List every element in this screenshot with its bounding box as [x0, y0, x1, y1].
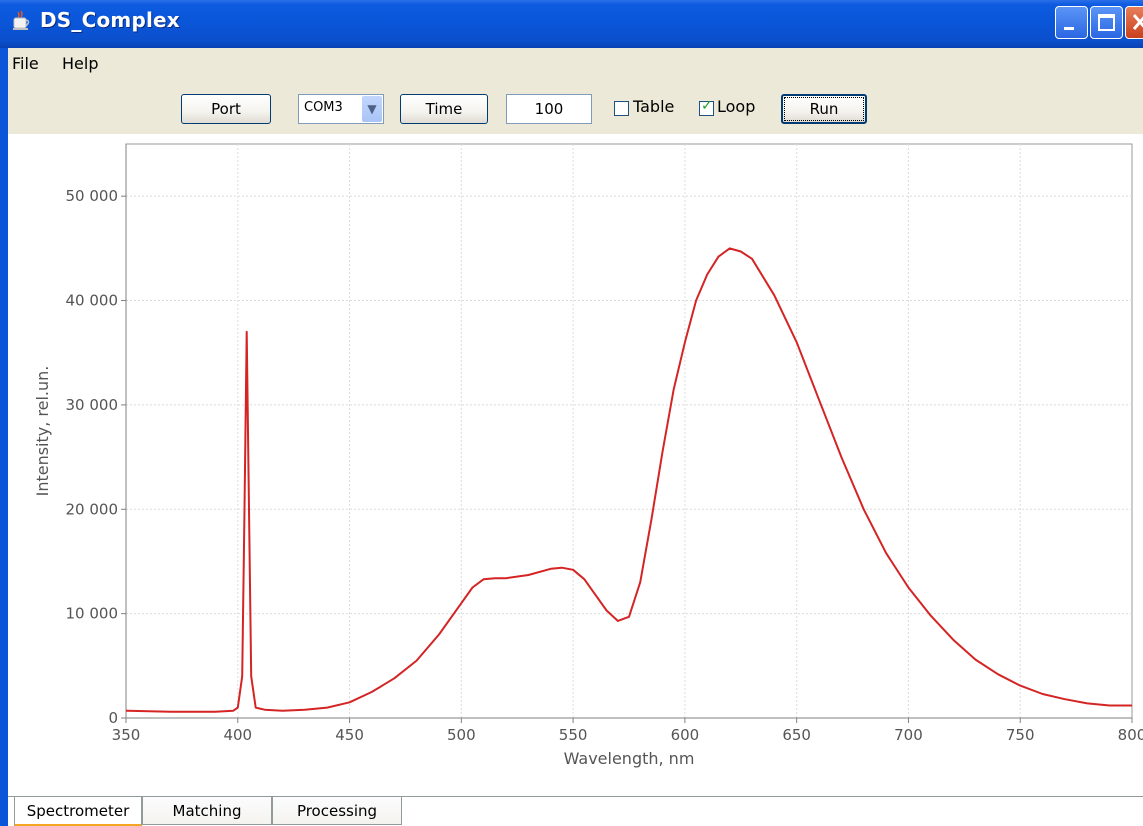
x-tick-label: 550: [559, 726, 588, 744]
menu-help[interactable]: Help: [62, 54, 99, 73]
x-tick-label: 750: [1006, 726, 1035, 744]
time-button[interactable]: Time: [400, 94, 488, 124]
java-cup-icon: [13, 10, 30, 30]
plot-area: [125, 143, 1133, 719]
window-border: [0, 82, 8, 826]
loop-checkbox[interactable]: ✓: [699, 98, 714, 116]
y-tick-label: 20 000: [66, 500, 119, 518]
spectrum-chart: 350 400 450 500 550 600 650 700 750 800 0 10 000 20 …: [33, 143, 1143, 768]
window-title: DS_Complex: [40, 8, 180, 32]
tab-bar: Spectrometer Matching Processing: [8, 796, 1143, 826]
menu-bar: File Help: [0, 48, 1143, 82]
tab-matching[interactable]: Matching: [142, 797, 272, 825]
y-axis-label: Intensity, rel.un.: [33, 366, 52, 497]
run-button[interactable]: Run: [781, 94, 867, 124]
y-tick-label: 10 000: [66, 605, 119, 623]
port-button[interactable]: Port: [181, 94, 271, 124]
minimize-icon: [1064, 27, 1074, 30]
x-tick-label: 350: [112, 726, 141, 744]
close-icon: [1132, 14, 1143, 30]
spectrum-line: [125, 247, 1132, 713]
menu-file[interactable]: File: [12, 54, 39, 73]
table-checkbox-label: Table: [633, 97, 675, 116]
x-axis-label: Wavelength, nm: [564, 749, 695, 768]
minimize-button[interactable]: [1055, 6, 1088, 39]
maximize-icon: [1098, 14, 1115, 31]
tab-spectrometer[interactable]: Spectrometer: [14, 797, 142, 826]
chevron-down-icon[interactable]: ▼: [362, 96, 382, 122]
x-tick-label: 650: [782, 726, 811, 744]
x-tick-label: 600: [671, 726, 700, 744]
x-tick-label: 800: [1118, 726, 1143, 744]
y-tick-label: 30 000: [66, 396, 119, 414]
y-tick-label: 0: [108, 709, 118, 727]
maximize-button[interactable]: [1090, 6, 1123, 39]
tab-processing[interactable]: Processing: [272, 797, 402, 825]
table-checkbox[interactable]: [614, 101, 629, 116]
x-tick-label: 700: [894, 726, 923, 744]
y-tick-label: 40 000: [66, 292, 119, 310]
x-tick-label: 400: [223, 726, 252, 744]
toolbar: Port COM3 ▼ Time 100 Table ✓ Loop Run: [8, 82, 1143, 134]
checkmark-icon: ✓: [701, 98, 713, 114]
loop-checkbox-label: Loop: [717, 97, 756, 116]
x-tick-label: 500: [447, 726, 476, 744]
time-input[interactable]: 100: [506, 94, 592, 124]
close-button[interactable]: [1125, 6, 1143, 39]
port-select[interactable]: COM3 ▼: [298, 94, 384, 124]
y-tick-label: 50 000: [66, 187, 119, 205]
port-select-value: COM3: [304, 100, 343, 115]
spectrometer-panel: 350 400 450 500 550 600 650 700 750 800 0 10 000 20 …: [8, 134, 1143, 796]
x-tick-label: 450: [335, 726, 364, 744]
title-bar[interactable]: DS_Complex: [0, 0, 1143, 48]
